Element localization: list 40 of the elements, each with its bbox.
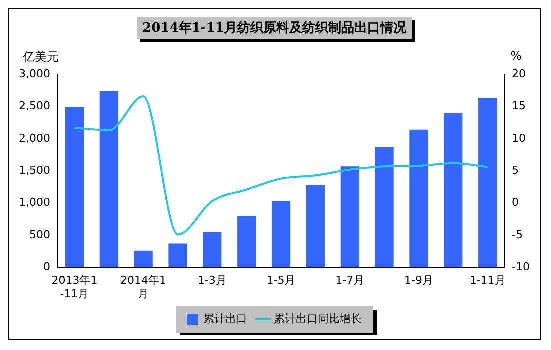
y2-tick-label: 10 [512,132,526,145]
y-tick-label: 1,500 [18,164,50,177]
y2-axis-title: % [510,49,522,65]
x-tick-label: 1-9月 [404,274,434,288]
x-tick-label: 1-5月 [266,274,296,288]
x-tick-label: 2014年1月 [120,274,167,300]
bar [478,98,498,268]
y-tick-label: 1,000 [18,196,50,210]
legend-label: 累计出口 [204,312,248,326]
y2-tick-label: 5 [512,164,520,177]
y-tick-label: 2,000 [18,132,50,145]
bar [168,244,188,268]
y2-tick-label: -10 [512,260,530,274]
line-series [74,95,489,236]
chart-title: 2014年1-11月纺织原料及纺织制品出口情况 [136,17,412,39]
y2-tick-label: 20 [512,67,526,80]
bar [134,250,153,268]
y-tick-label: 500 [29,228,50,242]
y2-tick-label: -5 [512,228,524,242]
bar [410,130,428,268]
bar [238,216,256,268]
bar [306,185,325,268]
y2-tick-label: 15 [512,100,526,113]
x-tick-label: 1-11月 [470,274,506,288]
bar [100,91,118,268]
y-tick-label: 0 [43,260,50,274]
bar [203,232,222,268]
x-tick-label: 1-7月 [336,274,365,288]
bar [340,166,360,268]
y-tick-label: 3,000 [18,67,50,80]
bar [375,147,394,268]
x-tick-label: 1-3月 [198,274,227,288]
y2-tick-label: 0 [512,196,520,210]
y-tick-label: 2,500 [18,100,50,113]
legend-label: 累计出口同比增长 [274,312,362,326]
bar [444,113,463,268]
y-axis-title: 亿美元 [23,49,59,65]
x-tick-label: 2013年1-11月 [52,274,98,300]
bar [272,201,291,268]
bar [65,107,84,268]
